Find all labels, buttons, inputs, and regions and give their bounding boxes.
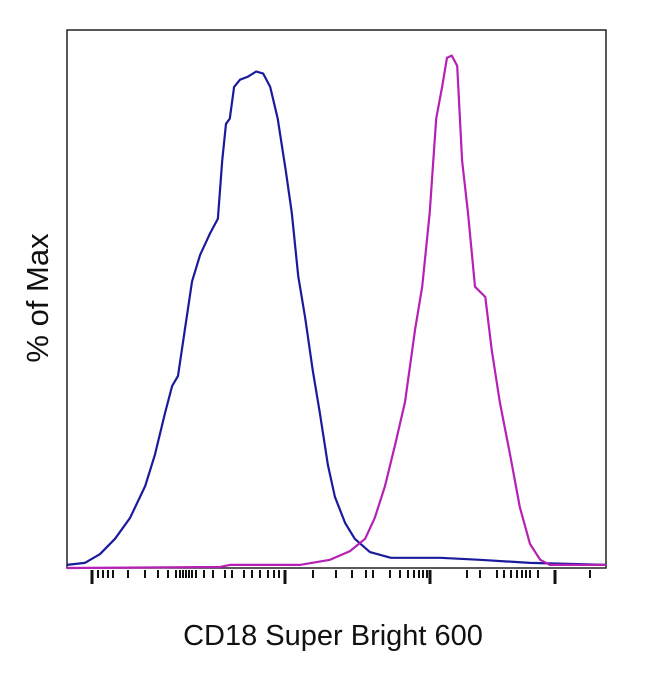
y-axis-label: % of Max — [20, 233, 55, 363]
x-axis-ticks — [90, 570, 591, 584]
histogram-series-1 — [66, 70, 607, 566]
plot-frame — [66, 29, 607, 569]
histogram-series-2 — [66, 54, 606, 570]
x-axis-label: CD18 Super Bright 600 — [183, 620, 483, 652]
series-group — [66, 54, 607, 570]
